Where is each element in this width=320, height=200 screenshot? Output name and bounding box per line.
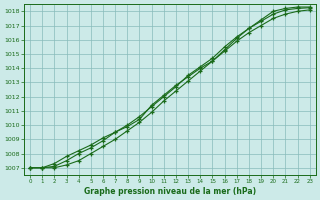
X-axis label: Graphe pression niveau de la mer (hPa): Graphe pression niveau de la mer (hPa) (84, 187, 256, 196)
